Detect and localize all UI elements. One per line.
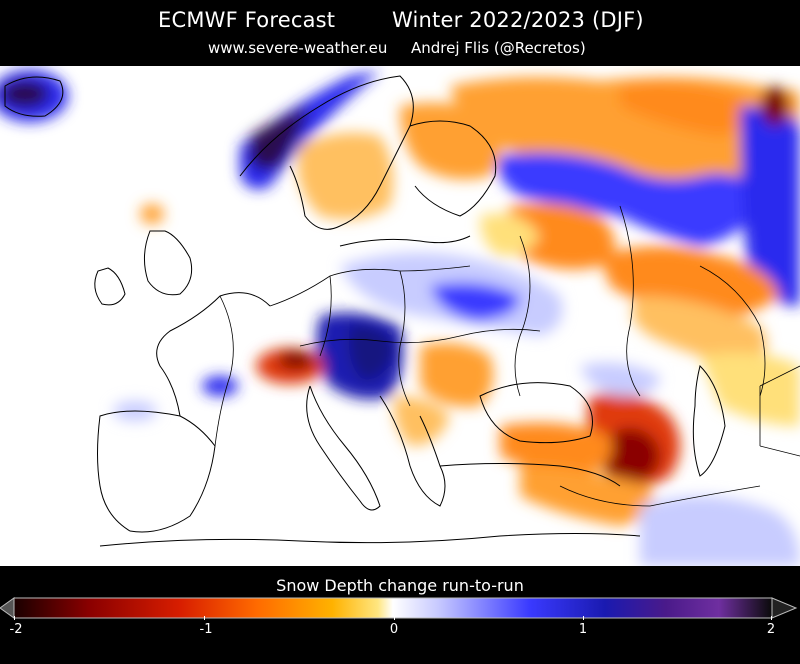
colorbar-tick (204, 616, 205, 620)
map-canvas (0, 66, 800, 566)
colorbar-tick (583, 616, 584, 620)
colorbar-tick-label: -1 (199, 622, 213, 637)
author-credit: Andrej Flis (@Recretos) (411, 39, 586, 57)
forecast-map (0, 66, 800, 566)
colorbar-tick-label: -2 (9, 622, 23, 637)
colorbar-tick-label: 2 (766, 622, 776, 637)
colorbar-left-arrow (0, 597, 15, 619)
colorbar-tick-label: 1 (578, 622, 588, 637)
colorbar-tick-label: 0 (389, 622, 399, 637)
colorbar-right-arrow (771, 597, 798, 619)
colorbar-tick (14, 616, 15, 620)
season-title: Winter 2022/2023 (DJF) (392, 8, 644, 32)
snow-depth-field (0, 70, 800, 566)
forecast-title: ECMWF Forecast (158, 8, 336, 32)
colorbar-tick (771, 616, 772, 620)
colorbar-tick (394, 616, 395, 620)
header: ECMWF Forecast Winter 2022/2023 (DJF) ww… (0, 0, 800, 66)
legend-title: Snow Depth change run-to-run (276, 576, 524, 595)
colorbar-svg (0, 597, 798, 619)
coastlines (4, 75, 800, 547)
website-credit: www.severe-weather.eu (208, 39, 388, 57)
colorbar-gradient (13, 597, 773, 619)
legend-panel: Snow Depth change run-to-run (0, 566, 800, 664)
